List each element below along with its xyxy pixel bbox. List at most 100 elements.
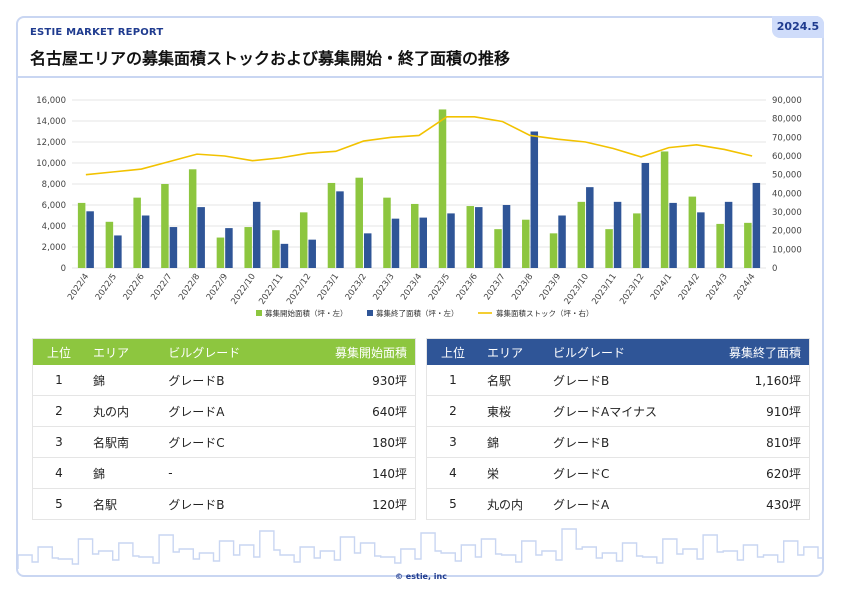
rank-cell: 4 xyxy=(426,457,479,489)
x-tick-label: 2023/8 xyxy=(510,272,535,302)
table-row: 4 錦 -140坪 xyxy=(32,457,416,489)
y-right-tick-label: 20,000 xyxy=(772,227,802,237)
bar-end-area xyxy=(86,211,94,268)
y-right-tick-label: 0 xyxy=(772,264,777,274)
y-left-tick-label: 14,000 xyxy=(36,117,66,127)
x-tick-label: 2022/9 xyxy=(205,272,230,302)
value-cell: 120坪 xyxy=(287,488,416,520)
bar-end-area xyxy=(419,217,427,268)
grade-cell: - xyxy=(160,457,288,489)
table-row: 5 丸の内 グレードA 430坪 xyxy=(426,488,810,520)
grade-cell: グレードA xyxy=(544,488,698,520)
bar-end-area xyxy=(447,213,455,268)
bar-end-area xyxy=(697,212,705,268)
legend-label: 募集面積ストック（坪・右） xyxy=(496,308,594,318)
stock-chart: 0 2,000 4,000 6,000 8,000 10,000 12,000 14,000 1… xyxy=(36,96,802,318)
grade-cell: グレードB xyxy=(160,365,288,396)
col-area: エリア xyxy=(479,338,545,365)
title-divider xyxy=(16,76,824,78)
start-ranking-table: 上位 エリア ビルグレード 募集開始面積 1 錦グレードB 930坪 2 丸の内 グレード… xyxy=(32,338,416,520)
y-left-tick-label: 16,000 xyxy=(36,96,66,106)
col-area: エリア xyxy=(85,338,161,365)
x-tick-label: 2023/10 xyxy=(563,272,591,307)
x-tick-label: 2024/2 xyxy=(677,272,702,302)
legend-swatch xyxy=(256,310,262,316)
y-right-tick-label: 40,000 xyxy=(772,189,802,199)
y-left-tick-label: 8,000 xyxy=(42,180,66,190)
bar-start-area xyxy=(327,182,336,268)
bar-end-area xyxy=(530,131,539,268)
legend-label: 募集開始面積（坪・左） xyxy=(265,308,348,318)
bar-end-area xyxy=(641,163,650,268)
area-cell: 名駅南 xyxy=(85,426,161,458)
brand-label: ESTIE MARKET REPORT xyxy=(30,27,164,38)
y-right-tick-label: 30,000 xyxy=(772,208,802,218)
bar-start-area xyxy=(688,196,697,268)
col-end-area: 募集終了面積 xyxy=(697,338,810,365)
page-title: 名古屋エリアの募集面積ストックおよび募集開始・終了面積の推移 xyxy=(30,49,511,68)
bar-end-area xyxy=(114,235,122,268)
bar-end-area xyxy=(363,233,372,268)
col-grade: ビルグレード xyxy=(544,338,698,365)
bar-end-area xyxy=(252,201,261,268)
x-tick-label: 2023/7 xyxy=(482,272,507,302)
bar-start-area xyxy=(244,227,252,268)
grade-cell: グレードC xyxy=(544,457,698,489)
x-tick-label: 2023/4 xyxy=(399,272,424,302)
y-right-tick-label: 60,000 xyxy=(772,152,802,162)
area-cell: 丸の内 xyxy=(85,395,161,427)
x-tick-label: 2024/3 xyxy=(704,272,729,302)
legend-label: 募集終了面積（坪・左） xyxy=(376,308,459,318)
bar-start-area xyxy=(660,151,669,268)
col-start-area: 募集開始面積 xyxy=(287,338,416,365)
bar-start-area xyxy=(633,213,641,268)
rank-cell: 5 xyxy=(32,488,85,520)
bar-end-area xyxy=(197,207,205,268)
rank-cell: 1 xyxy=(32,365,85,396)
y-right-tick-label: 50,000 xyxy=(772,171,802,181)
rank-cell: 2 xyxy=(426,395,479,427)
bar-start-area xyxy=(188,169,197,268)
end-ranking-table: 上位 エリア ビルグレード 募集終了面積 1 名駅 グレードB 1,160坪 2 東桜 グレ… xyxy=(426,338,810,520)
value-cell: 180坪 xyxy=(287,426,416,458)
table-header-row: 上位 エリア ビルグレード 募集開始面積 xyxy=(32,338,416,365)
value-cell: 620坪 xyxy=(697,457,810,489)
area-cell: 名駅 xyxy=(85,488,161,520)
table-row: 3 錦グレードB 810坪 xyxy=(426,426,810,458)
value-cell: 930坪 xyxy=(287,365,416,396)
report-frame xyxy=(16,16,824,577)
table-row: 5 名駅 グレードB 120坪 xyxy=(32,488,416,520)
rank-cell: 4 xyxy=(32,457,85,489)
bar-start-area xyxy=(105,221,114,268)
bar-end-area xyxy=(391,218,400,268)
grade-cell: グレードB xyxy=(160,488,288,520)
bar-end-area xyxy=(308,239,316,268)
bar-end-area xyxy=(336,191,344,268)
y-left-tick-label: 4,000 xyxy=(42,222,66,232)
bar-start-area xyxy=(411,203,419,268)
x-tick-label: 2022/5 xyxy=(94,272,119,302)
rank-cell: 3 xyxy=(32,426,85,458)
x-tick-label: 2023/1 xyxy=(316,272,341,302)
value-cell: 910坪 xyxy=(697,395,810,427)
area-cell: 東桜 xyxy=(479,395,545,427)
legend-swatch xyxy=(367,310,373,316)
bar-start-area xyxy=(466,206,475,268)
area-cell: 錦 xyxy=(85,457,161,489)
y-left-tick-label: 0 xyxy=(61,264,66,274)
y-left-tick-label: 6,000 xyxy=(42,201,66,211)
x-tick-label: 2023/9 xyxy=(538,272,563,302)
area-cell: 丸の内 xyxy=(479,488,545,520)
bar-start-area xyxy=(522,219,530,268)
grade-cell: グレードC xyxy=(160,426,288,458)
x-tick-label: 2023/5 xyxy=(427,272,452,302)
bar-end-area xyxy=(225,228,233,268)
area-cell: 錦 xyxy=(479,426,545,458)
table-row: 3 名駅南 グレードC 180坪 xyxy=(32,426,416,458)
skyline-outline xyxy=(18,528,824,569)
bar-start-area xyxy=(299,212,308,268)
col-rank: 上位 xyxy=(32,338,85,365)
x-tick-label: 2022/12 xyxy=(285,272,313,307)
city-skyline-decoration xyxy=(18,528,824,569)
bar-end-area xyxy=(169,227,178,268)
